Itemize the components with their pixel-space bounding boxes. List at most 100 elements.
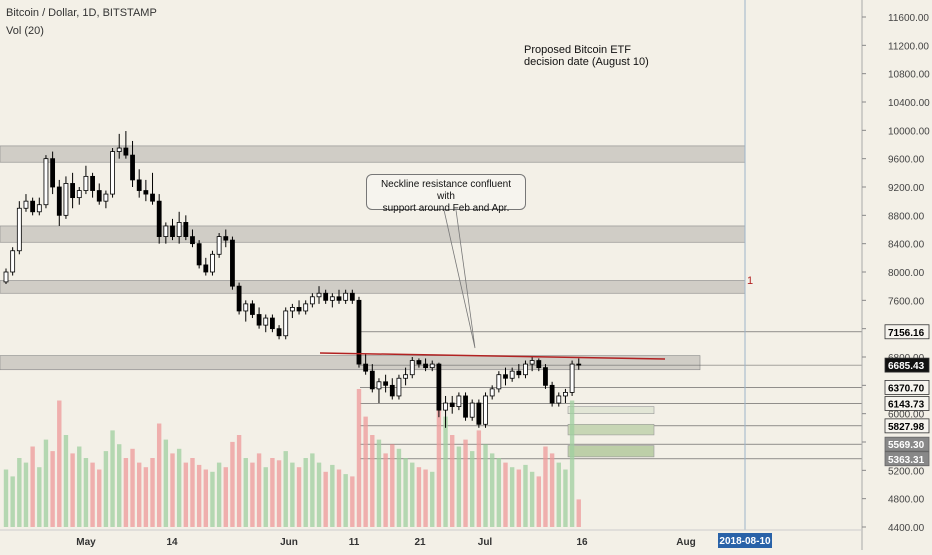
candle-body[interactable] [50,158,56,188]
candle-body[interactable] [423,363,428,369]
candle-body[interactable] [456,395,462,407]
candle-body[interactable] [96,190,102,202]
candle-body[interactable] [163,225,169,237]
candle-body[interactable] [496,374,502,390]
candle-body[interactable] [103,193,109,202]
candle-body[interactable] [536,360,542,369]
candle-body[interactable] [30,200,36,213]
candle-body[interactable] [116,147,122,152]
candle-body[interactable] [296,307,302,312]
candle-body[interactable] [236,285,242,312]
candle-body[interactable] [476,402,482,425]
volume-indicator-label[interactable]: Vol (20) [6,25,44,37]
candle-body[interactable] [389,384,395,397]
candle-body[interactable] [403,374,409,379]
candle-body[interactable] [63,183,69,216]
candle-body[interactable] [190,236,195,245]
candle-body[interactable] [130,154,135,181]
target-box[interactable] [567,445,655,458]
date-label-box[interactable] [718,533,772,548]
resistance-zone[interactable] [0,280,746,294]
candle-body[interactable] [436,363,442,411]
candle-body[interactable] [123,147,129,156]
candle-body[interactable] [356,299,362,365]
candle-body[interactable] [269,317,275,330]
candle-body[interactable] [489,388,495,397]
candle-body[interactable] [543,367,548,386]
price-label-box[interactable] [884,418,930,434]
candle-body[interactable] [569,363,575,393]
price-label-box[interactable] [884,451,930,467]
candle-body[interactable] [276,328,282,337]
candle-body[interactable] [263,317,269,326]
price-label-box[interactable] [884,380,930,395]
candle-body[interactable] [509,370,515,379]
candle-body[interactable] [383,381,389,386]
candle-body[interactable] [203,264,209,273]
candle-body[interactable] [90,175,95,191]
candle-body[interactable] [183,222,189,237]
candle-body[interactable] [336,296,342,301]
candle-body[interactable] [156,200,162,237]
candle-body[interactable] [110,151,115,195]
candle-body[interactable] [316,292,322,298]
candle-body[interactable] [516,370,522,376]
candle-body[interactable] [363,363,369,372]
candle-body[interactable] [150,193,155,202]
candle-body[interactable] [136,179,142,191]
candle-body[interactable] [376,381,382,390]
candle-body[interactable] [250,303,255,315]
candle-body[interactable] [43,158,49,206]
candle-body[interactable] [223,236,229,241]
resistance-zone[interactable] [0,225,746,243]
price-label-box[interactable] [884,436,930,452]
price-label-box[interactable] [884,324,930,340]
candle-body[interactable] [429,363,435,369]
candle-body[interactable] [396,377,402,397]
candle-body[interactable] [196,243,202,266]
candle-body[interactable] [323,292,329,301]
candle-body[interactable] [329,296,335,301]
candle-body[interactable] [563,392,568,397]
candle-body[interactable] [176,222,182,237]
candle-body[interactable] [143,190,149,195]
candle-body[interactable] [503,374,508,379]
candle-body[interactable] [369,370,375,390]
candle-body[interactable] [576,363,582,366]
candle-body[interactable] [469,402,475,418]
candle-body[interactable] [170,225,175,237]
neckline-line[interactable] [319,352,666,360]
candle-body[interactable] [483,395,488,425]
candle-body[interactable] [523,363,528,376]
candle-body[interactable] [23,200,29,209]
candle-body[interactable] [3,271,9,283]
candle-body[interactable] [529,360,535,365]
candle-body[interactable] [449,402,455,407]
candle-body[interactable] [16,207,22,252]
candle-body[interactable] [210,253,215,273]
candle-body[interactable] [230,239,235,287]
target-box[interactable] [567,406,655,414]
candle-body[interactable] [549,384,555,404]
candle-body[interactable] [303,303,309,312]
candle-body[interactable] [463,395,468,418]
candle-body[interactable] [70,183,75,199]
candle-body[interactable] [343,292,349,301]
price-label-box[interactable] [884,396,930,411]
target-box[interactable] [567,423,655,436]
candle-body[interactable] [443,402,448,411]
candle-body[interactable] [289,307,295,312]
candle-body[interactable] [36,204,42,213]
candle-body[interactable] [56,186,62,216]
candle-body[interactable] [349,292,355,301]
candle-body[interactable] [416,360,422,365]
candle-body[interactable] [309,296,315,305]
candle-body[interactable] [216,236,222,255]
candle-body[interactable] [10,250,16,273]
candle-body[interactable] [76,190,82,199]
candle-body[interactable] [83,175,89,191]
candle-body[interactable] [556,395,562,404]
candle-body[interactable] [256,314,262,326]
price-label-box[interactable] [884,357,930,373]
